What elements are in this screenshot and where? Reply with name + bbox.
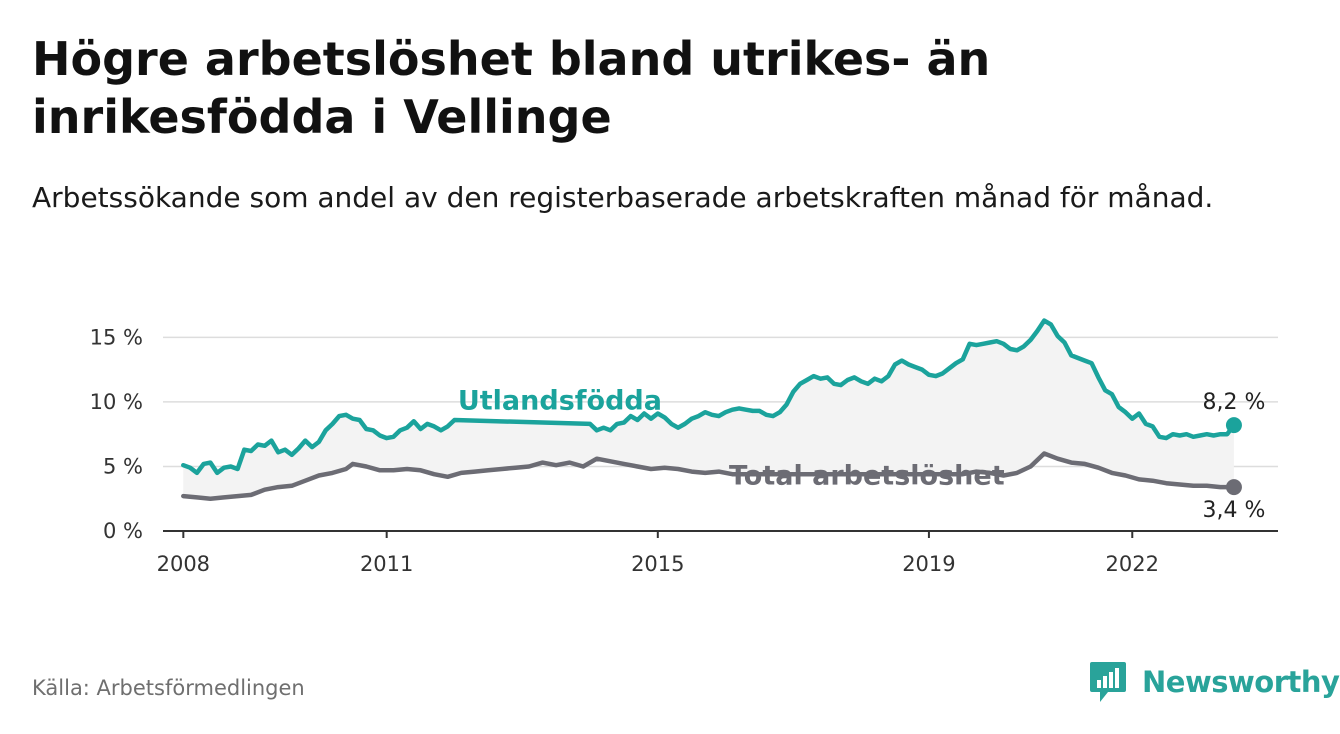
chart-subtitle: Arbetssökande som andel av den registerb…: [32, 181, 1214, 214]
series-label-utlandsfodda: Utlandsfödda: [458, 386, 662, 417]
x-tick-label: 2019: [902, 552, 955, 576]
end-marker-total: [1225, 479, 1242, 496]
gap-band: [183, 320, 1234, 499]
newsworthy-chart-icon: [1090, 662, 1126, 702]
y-tick-label: 10 %: [90, 390, 143, 414]
y-tick-label: 15 %: [90, 325, 143, 349]
brand-name: Newsworthy: [1142, 665, 1340, 699]
end-label-utlandsfodda: 8,2 %: [1202, 390, 1265, 415]
series-line-total: [181, 451, 1237, 501]
series-label-total: Total arbetslöshet: [729, 461, 1005, 492]
chart-title: Högre arbetslöshet bland utrikes- än inr…: [32, 32, 991, 144]
brand-logo[interactable]: Newsworthy: [1088, 660, 1340, 704]
line-chart: 0 % 5 % 10 % 15 % 2008 2011 2015 2019 2022 Utland…: [90, 318, 1278, 576]
series-line-utlandsfodda: [181, 318, 1237, 476]
end-marker-utlandsfodda: [1225, 417, 1242, 434]
source-note: Källa: Arbetsförmedlingen: [32, 676, 305, 700]
x-tick-label: 2015: [631, 552, 684, 576]
y-tick-label: 5 %: [103, 454, 143, 478]
x-tick-label: 2008: [157, 552, 210, 576]
x-tick-label: 2011: [360, 552, 413, 576]
x-tick-label: 2022: [1106, 552, 1159, 576]
end-label-total: 3,4 %: [1202, 498, 1265, 523]
y-tick-label: 0 %: [103, 519, 143, 543]
